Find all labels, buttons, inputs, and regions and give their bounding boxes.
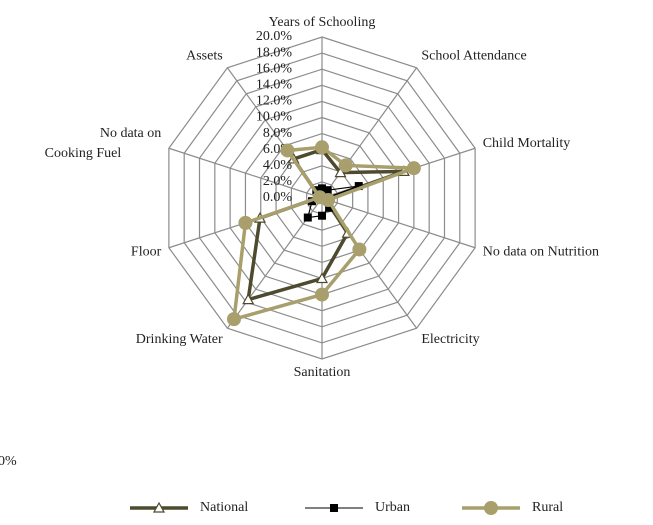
legend-item: Rural <box>462 500 563 515</box>
category-label: Floor <box>131 244 162 259</box>
marker <box>406 161 421 176</box>
marker <box>280 143 295 158</box>
legend-item: National <box>130 500 248 515</box>
marker <box>318 184 326 193</box>
category-label: Sanitation <box>294 365 351 380</box>
category-label: No data on Cooking Fuel <box>45 126 162 161</box>
category-label: Years of Schooling <box>269 15 376 30</box>
r-tick-label: 14.0% <box>256 78 293 93</box>
category-label: Child Mortality <box>483 136 570 151</box>
spoke <box>321 197 476 249</box>
marker <box>312 190 327 205</box>
r-tick-label: 16.0% <box>256 61 293 76</box>
category-label: School Attendance <box>421 49 526 64</box>
marker <box>303 213 312 222</box>
legend-item: Urban <box>305 500 410 515</box>
marker <box>315 287 329 302</box>
spoke <box>168 147 323 199</box>
marker <box>484 501 498 515</box>
marker <box>325 203 334 212</box>
category-label: No data on Nutrition <box>483 244 599 259</box>
r-tick-label: 2.0% <box>263 174 293 189</box>
marker <box>315 272 329 284</box>
marker <box>238 215 253 230</box>
stray-label: 0% <box>0 454 17 469</box>
category-label: Electricity <box>421 332 479 347</box>
r-tick-label: 20.0% <box>256 29 293 44</box>
marker <box>330 504 338 512</box>
r-tick-label: 8.0% <box>263 126 293 141</box>
category-label: Drinking Water <box>136 332 223 347</box>
marker <box>352 242 367 257</box>
r-tick-label: 12.0% <box>256 94 293 109</box>
legend-label: Rural <box>532 500 563 515</box>
r-tick-label: 0.0% <box>263 190 293 205</box>
marker <box>323 186 332 195</box>
category-label: Assets <box>186 49 223 64</box>
marker <box>152 501 166 513</box>
r-tick-label: 10.0% <box>256 110 293 125</box>
legend-label: National <box>200 500 248 515</box>
legend-label: Urban <box>375 500 410 515</box>
spoke <box>321 67 418 199</box>
marker <box>242 293 255 305</box>
r-tick-label: 18.0% <box>256 45 293 60</box>
r-tick-label: 4.0% <box>263 158 293 173</box>
marker <box>318 211 326 220</box>
marker <box>226 312 241 327</box>
marker <box>315 140 329 155</box>
marker <box>338 158 353 173</box>
marker <box>354 182 363 191</box>
marker <box>334 166 347 178</box>
